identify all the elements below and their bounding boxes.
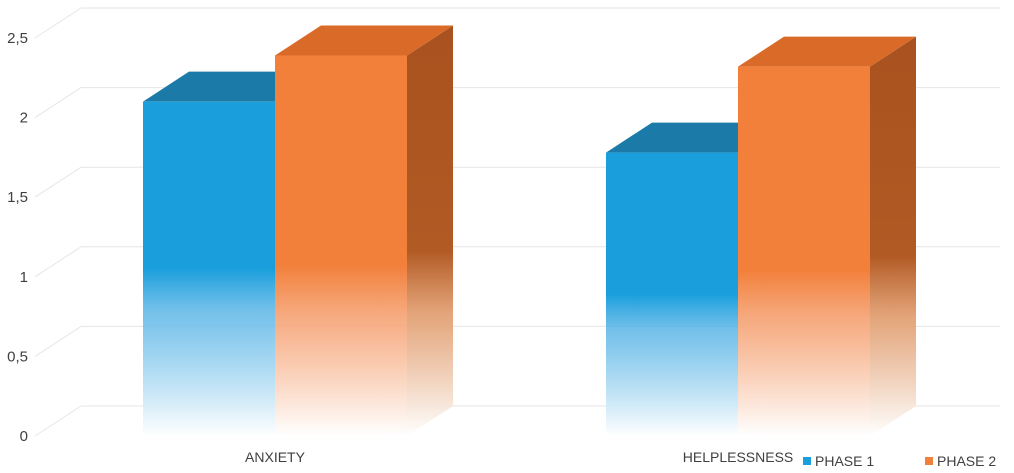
gridline-depth xyxy=(34,166,82,198)
gridline-depth xyxy=(34,405,82,437)
y-tick-label: 2,5 xyxy=(7,30,28,47)
y-tick-label: 1 xyxy=(20,269,28,286)
x-category-label: HELPLESSNESS xyxy=(683,449,794,465)
bar-phase-1-helplessness xyxy=(606,122,784,436)
y-tick-label: 0 xyxy=(20,428,28,445)
y-tick-label: 1,5 xyxy=(7,189,28,206)
gridline-depth xyxy=(34,87,82,119)
bar-top-face xyxy=(275,25,453,56)
gridline-depth xyxy=(34,7,82,39)
bar-front-face xyxy=(738,66,870,436)
legend-swatch xyxy=(925,457,933,465)
bar-phase-2-helplessness xyxy=(738,36,916,436)
legend-label: PHASE 2 xyxy=(937,453,996,469)
gridline-depth xyxy=(34,246,82,278)
legend-label: PHASE 1 xyxy=(815,453,874,469)
x-category-label: ANXIETY xyxy=(245,449,306,465)
legend: PHASE 1 PHASE 2 xyxy=(803,453,996,469)
bar-front-face xyxy=(143,101,275,437)
y-tick-label: 2 xyxy=(20,110,28,127)
gridline-depth xyxy=(34,325,82,357)
bars-layer xyxy=(143,25,916,437)
y-tick-label: 0,5 xyxy=(7,348,28,365)
legend-swatch xyxy=(803,457,811,465)
bar-top-face xyxy=(738,36,916,67)
y-axis: 0 0,5 1 1,5 2 2,5 xyxy=(7,30,28,445)
bar-side-face xyxy=(870,36,916,436)
bar-front-face xyxy=(606,152,738,436)
x-axis: ANXIETY HELPLESSNESS xyxy=(245,449,793,465)
bar-side-face xyxy=(407,25,453,437)
bar-front-face xyxy=(275,55,407,437)
bar-phase-2-anxiety xyxy=(275,25,453,437)
